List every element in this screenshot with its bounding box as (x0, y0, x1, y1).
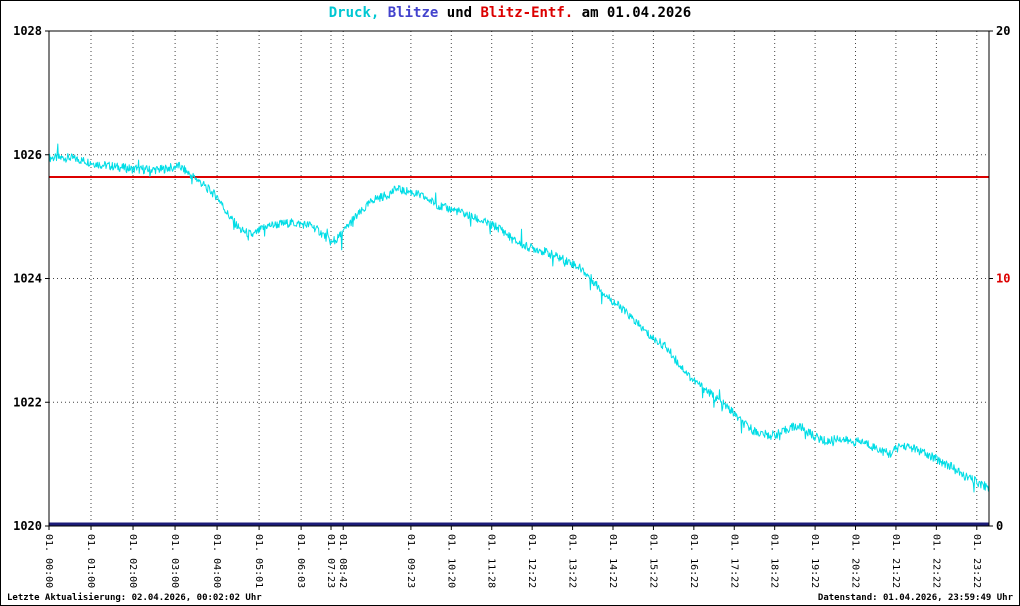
x-tick-label: 01. 14:22 (607, 534, 618, 588)
chart-title: Druck, Blitze und Blitz-Entf. am 01.04.2… (1, 5, 1019, 21)
x-tick-label: 01. 15:22 (647, 534, 658, 588)
left-axis: 1020 1022 1024 1026 1028 (13, 24, 49, 533)
title-part: Blitz-Entf. (480, 5, 574, 21)
x-tick-label: 01. 06:03 (295, 534, 306, 588)
x-tick-label: 01. 12:22 (526, 534, 537, 588)
x-tick-label: 01. 07:23 (325, 534, 336, 588)
x-tick-label: 01. 04:00 (211, 534, 222, 588)
x-tick-label: 01. 19:22 (809, 534, 820, 588)
right-tick-label: 10 (996, 272, 1010, 286)
x-tick-label: 01. 13:22 (567, 534, 578, 588)
left-tick-label: 1026 (13, 148, 42, 162)
title-part: und (438, 5, 481, 21)
x-tick-label: 01. 11:28 (486, 534, 497, 588)
data-state-text: Datenstand: 01.04.2026, 23:59:49 Uhr (817, 593, 1013, 603)
x-tick-label: 01. 22:22 (930, 534, 941, 588)
x-tick-label: 01. 21:22 (890, 534, 901, 588)
gridlines (49, 31, 989, 526)
x-tick-label: 01. 02:00 (127, 534, 138, 588)
left-tick-label: 1020 (13, 519, 42, 533)
left-tick-label: 1024 (13, 272, 42, 286)
x-axis: 01. 00:00 01. 01:00 01. 02:00 01. 03:00 01. … (43, 526, 982, 588)
x-tick-label: 01. 03:00 (169, 534, 180, 588)
right-axis: 0 10 20 (989, 24, 1010, 533)
x-tick-label: 01. 20:22 (850, 534, 861, 588)
x-tick-label: 01. 09:23 (405, 534, 416, 588)
last-update-text: Letzte Aktualisierung: 02.04.2026, 00:02… (7, 593, 262, 603)
x-tick-label: 01. 00:00 (43, 534, 54, 588)
x-tick-label: 01. 05:01 (253, 534, 264, 588)
title-part: am 01.04.2026 (573, 5, 692, 21)
druck-line (48, 143, 990, 493)
x-tick-label: 01. 18:22 (769, 534, 780, 588)
x-tick-label: 01. 17:22 (728, 534, 739, 588)
left-tick-label: 1028 (13, 24, 42, 38)
title-part: Druck, (328, 5, 380, 21)
x-tick-label: 01. 01:00 (85, 534, 96, 588)
x-tick-label: 01. 10:20 (445, 534, 456, 588)
title-part: Blitze (379, 5, 439, 21)
x-tick-label: 01. 08:42 (337, 534, 348, 588)
left-tick-label: 1022 (13, 395, 42, 409)
right-tick-label: 0 (996, 519, 1003, 533)
series (48, 143, 990, 526)
x-tick-label: 01. 23:22 (971, 534, 982, 588)
right-tick-label: 20 (996, 24, 1010, 38)
plot-frame (48, 30, 990, 527)
x-tick-label: 01. 16:22 (688, 534, 699, 588)
